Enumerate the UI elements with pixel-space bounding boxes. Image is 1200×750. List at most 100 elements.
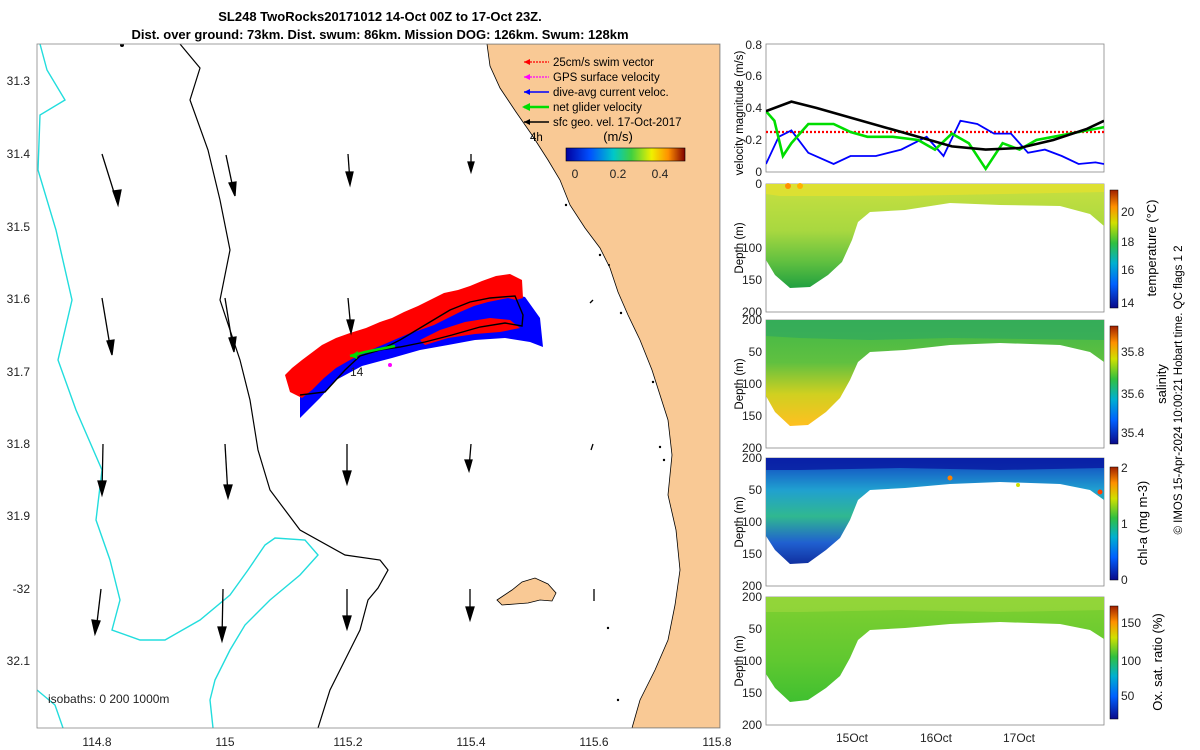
geo-velocity-vectors — [91, 153, 595, 644]
isobath-1000m — [37, 44, 319, 728]
temperature-hot-dot — [785, 183, 791, 189]
oxygen-cblabel: Ox. sat. ratio (%) — [1150, 613, 1165, 711]
chlorophyll-cbtick: 0 — [1121, 573, 1128, 587]
temperature-cbtick: 18 — [1121, 235, 1135, 249]
temperature-ytick: 0 — [755, 177, 762, 191]
chlorophyll-high-dot — [1097, 489, 1103, 495]
salinity-ytick: 150 — [742, 409, 762, 423]
legend-arrow-dive — [524, 89, 530, 95]
velocity-ytick: 0.8 — [745, 38, 762, 52]
map-xtick: 115 — [215, 735, 234, 749]
legend-label-net: net glider velocity — [553, 102, 642, 114]
salinity-field — [766, 320, 1104, 426]
map-ytick: 31.5 — [7, 220, 31, 234]
velocity-series-dive-avg-current-veloc- — [766, 119, 1104, 165]
map-ytick: 31.6 — [7, 292, 31, 306]
coastal-rocks — [564, 203, 666, 702]
isobath-200m — [179, 44, 389, 728]
chlorophyll-panel: 200 50 100 150 200 Depth (m) 0 1 2 chl-a… — [734, 451, 1150, 593]
time-xtick: 17Oct — [1003, 731, 1036, 745]
salinity-cbtick: 35.4 — [1121, 426, 1145, 440]
legend-label-dive: dive-avg current veloc. — [553, 87, 669, 99]
map-colorbar-tick: 0 — [572, 167, 579, 181]
map-xtick: 115.6 — [579, 735, 608, 749]
map-x-ticks: 114.8 115 115.2 115.4 115.6 115.8 — [82, 735, 731, 749]
map-ytick: -32 — [13, 582, 31, 596]
chlorophyll-ytick: 100 — [742, 515, 762, 529]
temperature-colorbar — [1109, 189, 1119, 309]
track-gps-surface-velocity — [388, 363, 392, 367]
map-ytick: 32.1 — [7, 654, 31, 668]
chlorophyll-ytick: 200 — [742, 579, 762, 593]
chlorophyll-field — [766, 458, 1104, 564]
legend-arrow-net — [522, 103, 530, 111]
isobath-1000m-south — [37, 689, 64, 728]
map-xtick: 115.8 — [702, 735, 731, 749]
oxygen-surface-band — [766, 597, 1104, 612]
island — [496, 577, 557, 606]
map-colorbar-label: (m/s) — [603, 129, 633, 144]
map-ytick: 31.4 — [7, 147, 31, 161]
chlorophyll-high-dot — [1016, 483, 1020, 487]
oxygen-cbtick: 50 — [1121, 689, 1135, 703]
map-ytick: 31.9 — [7, 509, 31, 523]
oxygen-ytick: 150 — [742, 686, 762, 700]
map-xtick: 114.8 — [82, 735, 111, 749]
oxygen-ytick: 200 — [742, 590, 762, 604]
map-legend: 25cm/s swim vector GPS surface velocity … — [522, 57, 686, 181]
salinity-ytick: 50 — [749, 345, 763, 359]
oxygen-ylabel: Depth (m) — [734, 635, 746, 686]
temperature-ylabel: Depth (m) — [734, 222, 746, 273]
velocity-series-group — [766, 100, 1104, 172]
time-xtick: 15Oct — [836, 731, 869, 745]
map-colorbar-tick: 0.4 — [652, 167, 669, 181]
oxygen-ytick: 200 — [742, 718, 762, 732]
velocity-panel: 0 0.2 0.4 0.6 0.8 velocity magnitude (m/… — [734, 38, 1105, 179]
salinity-panel: 200 50 100 150 200 Depth (m) 35.4 35.6 3… — [734, 313, 1169, 455]
oxygen-ytick: 50 — [749, 622, 763, 636]
velocity-ytick: 0 — [755, 165, 762, 179]
salinity-ylabel: Depth (m) — [734, 358, 746, 409]
velocity-ylabel: velocity magnitude (m/s) — [734, 51, 746, 176]
time-xtick: 16Oct — [920, 731, 953, 745]
chlorophyll-high-dot — [947, 475, 953, 481]
oxygen-colorbar — [1109, 605, 1119, 720]
temperature-cblabel: temperature (°C) — [1144, 200, 1159, 297]
salinity-cblabel: salinity — [1154, 364, 1169, 404]
chlorophyll-colorbar — [1109, 466, 1119, 581]
legend-label-gps: GPS surface velocity — [553, 72, 660, 84]
legend-label-swim: 25cm/s swim vector — [553, 57, 654, 69]
temperature-warm-band — [766, 184, 1104, 196]
legend-note: 4h — [530, 132, 543, 144]
salinity-cbtick: 35.8 — [1121, 345, 1145, 359]
track-net-velocity-head — [350, 351, 358, 359]
isobaths-label: isobaths: 0 200 1000m — [48, 692, 169, 706]
velocity-series-net-glider-velocity — [766, 110, 1104, 172]
chlorophyll-ytick: 50 — [749, 483, 763, 497]
map-ytick: 31.7 — [7, 365, 31, 379]
temperature-ytick: 200 — [742, 305, 762, 319]
map-y-ticks: 31.3 31.4 31.5 31.6 31.7 31.8 31.9 -32 3… — [7, 74, 31, 668]
oxygen-ytick: 100 — [742, 654, 762, 668]
chlorophyll-ylabel: Depth (m) — [734, 496, 746, 547]
isobath-dot — [120, 44, 124, 47]
temperature-panel: 0 100 150 200 Depth (m) 14 16 18 20 temp… — [734, 177, 1159, 319]
track-label-start: 14 — [350, 365, 364, 379]
velocity-series-sfc-geo-vel- — [766, 100, 1104, 151]
copyright-note: © IMOS 15-Apr-2024 10:00:21 Hobart time.… — [1173, 245, 1185, 534]
temperature-ytick: 100 — [742, 241, 762, 255]
oxygen-panel: 200 50 100 150 200 Depth (m) 15Oct 16Oct… — [734, 590, 1165, 745]
map-ytick: 31.8 — [7, 437, 31, 451]
salinity-ytick: 200 — [742, 441, 762, 455]
chlorophyll-cbtick: 1 — [1121, 517, 1128, 531]
salinity-colorbar — [1109, 325, 1119, 445]
temperature-cbtick: 20 — [1121, 205, 1135, 219]
velocity-ytick: 0.6 — [745, 69, 762, 83]
map-xtick: 115.2 — [333, 735, 362, 749]
chlorophyll-ytick: 150 — [742, 547, 762, 561]
velocity-ytick: 0.2 — [745, 133, 762, 147]
velocity-ytick: 0.4 — [745, 101, 762, 115]
chlorophyll-cbtick: 2 — [1121, 461, 1128, 475]
oxygen-cbtick: 100 — [1121, 654, 1141, 668]
